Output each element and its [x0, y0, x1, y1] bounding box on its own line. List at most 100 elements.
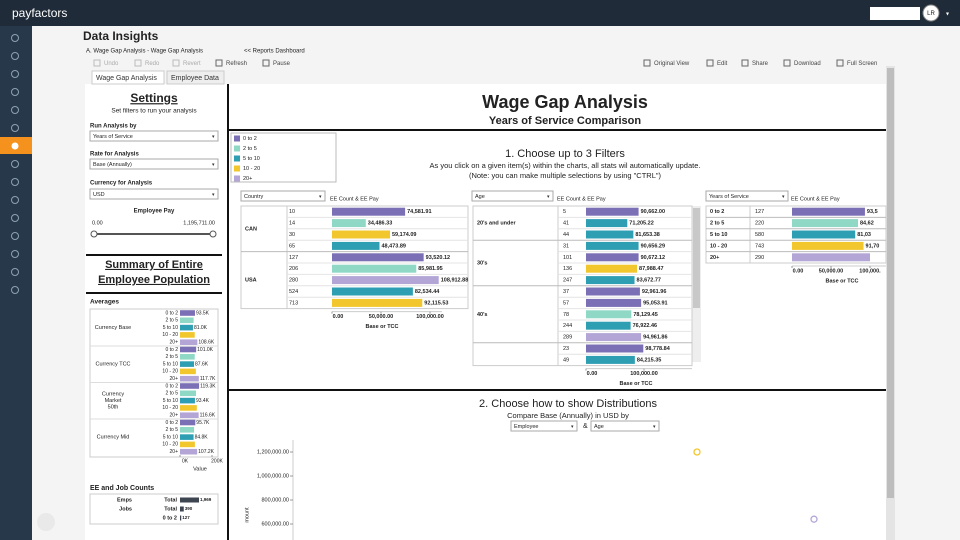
toolbar-button[interactable]: Original View: [654, 61, 690, 67]
bar[interactable]: [332, 241, 380, 250]
scroll-thumb[interactable]: [887, 68, 894, 498]
slider-handle[interactable]: [209, 230, 217, 238]
group-label[interactable]: 2 to 5: [710, 221, 724, 227]
help-icon[interactable]: [37, 513, 55, 531]
bar[interactable]: [586, 207, 639, 216]
bar[interactable]: [180, 405, 197, 411]
bar[interactable]: [180, 324, 193, 331]
bar[interactable]: [586, 219, 628, 228]
dropdown-value[interactable]: Age: [475, 194, 485, 200]
group-label[interactable]: 20's and under: [477, 221, 516, 227]
bar[interactable]: [180, 317, 194, 324]
bar[interactable]: [180, 346, 197, 353]
legend-label[interactable]: 5 to 10: [243, 156, 260, 162]
bar[interactable]: [332, 230, 390, 239]
toolbar-icon[interactable]: [172, 59, 180, 67]
nav-icon[interactable]: [11, 232, 19, 240]
tab[interactable]: [166, 70, 225, 85]
dropdown-caret[interactable]: ▾: [653, 424, 656, 430]
toolbar-button[interactable]: Refresh: [226, 61, 247, 67]
bar[interactable]: [180, 354, 195, 360]
bar[interactable]: [180, 441, 195, 448]
toolbar-button[interactable]: Share: [752, 61, 769, 67]
dropdown[interactable]: [89, 158, 219, 170]
nav-icon[interactable]: [11, 142, 19, 150]
dropdown[interactable]: [240, 190, 326, 202]
bar[interactable]: [586, 310, 632, 319]
bar[interactable]: [180, 397, 195, 404]
toolbar-button[interactable]: Edit: [717, 61, 728, 67]
dropdown-value[interactable]: Country: [244, 194, 264, 200]
point[interactable]: [693, 448, 701, 456]
bar[interactable]: [180, 497, 199, 503]
user-caret[interactable]: ▾: [946, 12, 949, 18]
bar[interactable]: [180, 375, 199, 382]
legend-swatch[interactable]: [234, 135, 240, 142]
legend-swatch[interactable]: [234, 165, 240, 172]
toolbar-icon[interactable]: [215, 59, 223, 67]
bar[interactable]: [586, 287, 640, 296]
toolbar-icon[interactable]: [741, 59, 749, 67]
toolbar-icon[interactable]: [836, 59, 844, 67]
legend-swatch[interactable]: [234, 145, 240, 152]
point[interactable]: [810, 515, 818, 523]
dropdown-caret[interactable]: ▾: [782, 194, 785, 200]
bar[interactable]: [332, 298, 423, 307]
dropdown[interactable]: [705, 190, 789, 202]
nav-icon[interactable]: [11, 268, 19, 276]
bar[interactable]: [586, 321, 631, 330]
bar[interactable]: [180, 390, 196, 397]
bar[interactable]: [332, 219, 366, 228]
bar[interactable]: [586, 333, 642, 342]
bar[interactable]: [180, 383, 200, 389]
dropdown-caret[interactable]: ▾: [547, 194, 550, 200]
group-label[interactable]: 10 - 20: [710, 243, 727, 249]
dropdown[interactable]: [510, 420, 578, 432]
group-label[interactable]: 40's: [477, 312, 487, 318]
nav-icon[interactable]: [11, 106, 19, 114]
nav-icon[interactable]: [11, 34, 19, 42]
dropdown-caret[interactable]: ▾: [212, 162, 215, 168]
bar[interactable]: [180, 368, 196, 375]
dropdown-caret[interactable]: ▾: [319, 194, 322, 200]
bar[interactable]: [180, 506, 184, 512]
nav-icon[interactable]: [11, 196, 19, 204]
bar[interactable]: [586, 298, 642, 307]
bar[interactable]: [180, 515, 182, 521]
slider-handle[interactable]: [90, 230, 98, 238]
bar[interactable]: [586, 355, 635, 364]
tab-label[interactable]: Employee Data: [171, 75, 219, 82]
toolbar-button[interactable]: Full Screen: [847, 61, 877, 67]
group-label[interactable]: 20+: [710, 255, 719, 261]
panel-scroll-thumb[interactable]: [693, 208, 700, 308]
dropdown-caret[interactable]: ▾: [212, 192, 215, 198]
dropdown-value[interactable]: Age: [594, 424, 604, 430]
legend-swatch[interactable]: [234, 175, 240, 182]
bar[interactable]: [180, 332, 195, 338]
nav-icon[interactable]: [11, 160, 19, 168]
toolbar-button[interactable]: Redo: [145, 61, 160, 67]
bar[interactable]: [792, 230, 856, 239]
user-avatar[interactable]: [922, 4, 940, 22]
bar[interactable]: [586, 276, 635, 285]
bar[interactable]: [792, 241, 864, 250]
bar[interactable]: [180, 419, 196, 426]
nav-icon[interactable]: [11, 88, 19, 96]
group-label[interactable]: USA: [245, 278, 257, 284]
tab-label[interactable]: Wage Gap Analysis: [96, 75, 157, 82]
toolbar-icon[interactable]: [643, 59, 651, 67]
dropdown-caret[interactable]: ▾: [571, 424, 574, 430]
group-label[interactable]: 5 to 10: [710, 232, 727, 238]
nav-icon[interactable]: [11, 178, 19, 186]
toolbar-icon[interactable]: [134, 59, 142, 67]
bar[interactable]: [586, 344, 644, 353]
legend-label[interactable]: 0 to 2: [243, 136, 257, 142]
legend-swatch[interactable]: [234, 155, 240, 162]
dropdown-value[interactable]: Years of Service: [93, 134, 133, 140]
toolbar-button[interactable]: Pause: [273, 61, 291, 67]
toolbar-button[interactable]: Download: [794, 61, 821, 67]
nav-icon[interactable]: [11, 124, 19, 132]
toolbar-icon[interactable]: [262, 59, 270, 67]
search-box[interactable]: [870, 7, 920, 20]
toolbar-button[interactable]: Undo: [104, 61, 119, 67]
